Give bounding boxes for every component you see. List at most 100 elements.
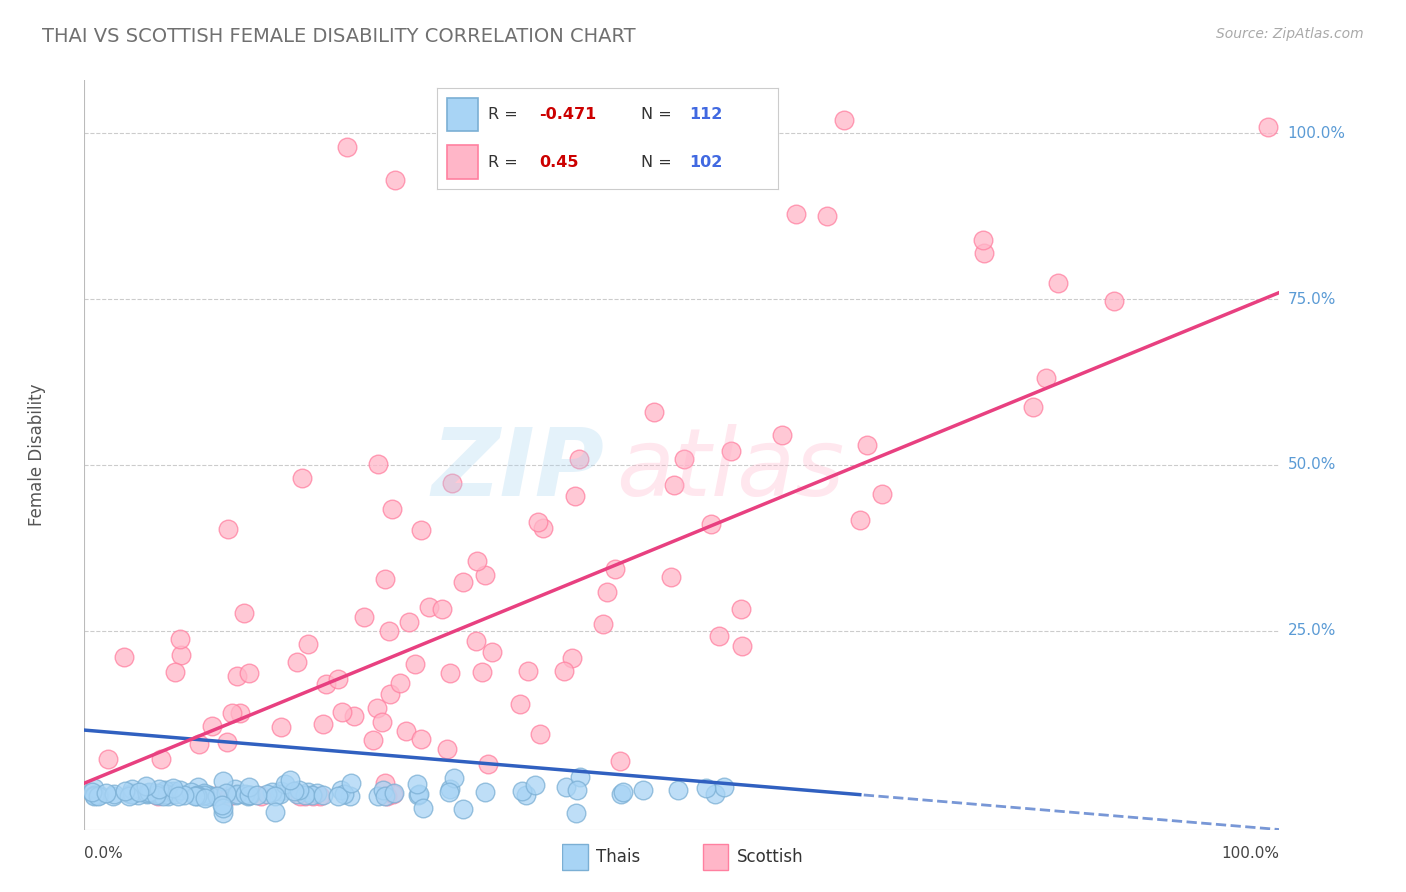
Point: [643, 405, 665, 419]
Point: [127, 789, 149, 803]
Point: [180, 785, 202, 799]
Point: [382, 786, 405, 800]
Point: [361, 732, 384, 747]
Point: [596, 585, 619, 599]
Point: [121, 781, 143, 796]
Point: [870, 487, 893, 501]
Point: [136, 787, 159, 801]
Point: [148, 781, 170, 796]
Point: [94, 786, 117, 800]
Point: [285, 787, 308, 801]
Point: [274, 777, 297, 791]
Point: [609, 754, 631, 768]
Point: [972, 233, 994, 247]
Point: [568, 770, 591, 784]
Point: [117, 789, 139, 804]
Point: [367, 789, 389, 803]
Point: [200, 719, 222, 733]
Point: [221, 706, 243, 721]
Point: [138, 786, 160, 800]
Point: [555, 780, 578, 794]
Point: [374, 572, 396, 586]
Point: [731, 640, 754, 654]
Point: [1046, 276, 1069, 290]
Point: [515, 789, 537, 803]
Point: [312, 716, 335, 731]
Point: [381, 788, 404, 802]
Point: [443, 772, 465, 786]
Point: [695, 781, 717, 796]
Point: [297, 637, 319, 651]
Point: [474, 568, 496, 582]
Point: [412, 800, 434, 814]
Point: [291, 471, 314, 485]
Point: [326, 789, 349, 803]
Point: [336, 139, 359, 153]
Point: [730, 602, 752, 616]
Point: [531, 520, 554, 534]
Point: [148, 789, 170, 804]
Point: [633, 783, 655, 797]
Point: [97, 752, 120, 766]
Text: 75.0%: 75.0%: [1288, 292, 1336, 307]
Point: [225, 788, 247, 802]
Point: [973, 246, 995, 260]
Point: [366, 701, 388, 715]
Point: [187, 780, 209, 794]
Point: [703, 787, 725, 801]
Point: [856, 438, 879, 452]
Point: [465, 554, 488, 568]
Point: [150, 752, 173, 766]
Point: [406, 788, 429, 802]
Point: [146, 786, 169, 800]
Point: [477, 757, 499, 772]
Point: [238, 665, 260, 680]
Point: [236, 789, 259, 804]
Point: [353, 610, 375, 624]
Point: [668, 783, 690, 797]
Point: [294, 789, 316, 804]
Point: [378, 624, 401, 638]
Point: [162, 781, 184, 796]
Point: [204, 789, 226, 804]
Point: [565, 806, 588, 821]
Point: [260, 785, 283, 799]
Point: [233, 787, 256, 801]
Point: [238, 788, 260, 802]
Point: [333, 787, 356, 801]
Point: [441, 475, 464, 490]
Point: [367, 457, 389, 471]
Text: Female Disability: Female Disability: [28, 384, 45, 526]
Point: [229, 706, 252, 721]
Point: [309, 789, 332, 804]
Point: [215, 786, 238, 800]
Point: [481, 645, 503, 659]
Point: [114, 784, 136, 798]
Point: [389, 676, 412, 690]
Point: [256, 787, 278, 801]
Point: [315, 677, 337, 691]
Point: [713, 780, 735, 794]
Point: [785, 207, 807, 221]
Text: 100.0%: 100.0%: [1222, 847, 1279, 861]
Point: [169, 782, 191, 797]
Point: [83, 789, 105, 804]
Point: [238, 780, 260, 795]
Point: [302, 789, 325, 804]
Point: [305, 786, 328, 800]
Point: [512, 784, 534, 798]
Point: [326, 673, 349, 687]
Point: [162, 784, 184, 798]
Point: [294, 788, 316, 802]
Point: [339, 789, 361, 803]
Point: [849, 513, 872, 527]
Point: [1035, 371, 1057, 385]
Point: [330, 705, 353, 719]
Text: ZIP: ZIP: [432, 424, 605, 516]
Point: [297, 785, 319, 799]
Text: 100.0%: 100.0%: [1288, 126, 1346, 141]
Point: [194, 791, 217, 805]
Point: [418, 599, 440, 614]
Point: [564, 489, 586, 503]
Point: [194, 789, 217, 804]
